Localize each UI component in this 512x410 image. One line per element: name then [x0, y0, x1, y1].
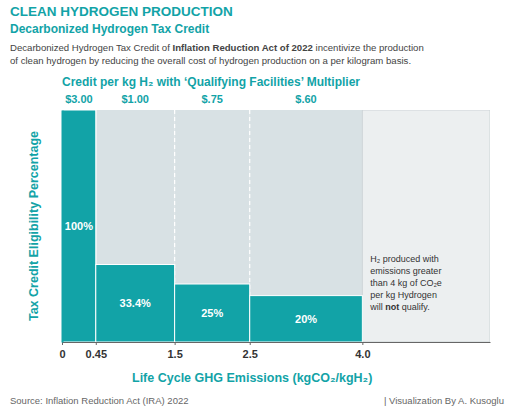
text-emphasis: not [385, 302, 399, 312]
bar [62, 110, 96, 342]
column-background [250, 110, 363, 342]
text-part: will [369, 302, 385, 312]
x-tick: 0.45 [86, 342, 107, 360]
x-tick-label: 4.0 [355, 348, 370, 360]
non-qualifying-region [362, 110, 490, 342]
data-label: 33.4% [120, 297, 151, 309]
annotation: H₂ produced with [370, 254, 439, 264]
x-axis-title: Life Cycle GHG Emissions (kgCO₂/kgH₂) [132, 371, 372, 385]
bar [175, 284, 250, 342]
text-part: incentivize the production [313, 42, 424, 53]
annotation: than 4 kg of CO₂e [370, 278, 442, 288]
credit-label: $.60 [295, 93, 316, 105]
credit-title: Credit per kg H₂ with ‘Qualifying Facili… [62, 75, 360, 89]
y-axis-title: Tax Credit Eligibility Percentage [27, 131, 41, 321]
x-tick-label: 0.45 [86, 348, 107, 360]
annotation: per kg Hydrogen [370, 290, 437, 300]
source: Source: Inflation Reduction Act (IRA) 20… [10, 395, 189, 406]
x-tick-label: 1.5 [167, 348, 182, 360]
column-background [96, 110, 175, 342]
bars [62, 110, 362, 342]
text-emphasis: Inflation Reduction Act of 2022 [172, 42, 312, 53]
bar [250, 296, 363, 342]
chart: CLEAN HYDROGEN PRODUCTION Decarbonized Hy… [0, 0, 512, 410]
annotation: emissions greater [370, 266, 441, 276]
description: of clean hydrogen by reducing the overal… [10, 55, 411, 66]
x-axis: 0 0.45 1.5 2.5 4.0 [59, 342, 490, 360]
annotation: will not qualify. [369, 302, 429, 312]
title: CLEAN HYDROGEN PRODUCTION [10, 4, 233, 19]
x-tick-mark [96, 342, 97, 345]
x-tick-mark [175, 342, 176, 345]
description: Decarbonized Hydrogen Tax Credit of Infl… [10, 42, 424, 53]
text-part: Decarbonized Hydrogen Tax Credit of [10, 42, 172, 53]
credit-label: $.75 [201, 93, 222, 105]
text-part: qualify. [399, 302, 429, 312]
x-tick-label: 0 [59, 348, 65, 360]
credit-label: $1.00 [121, 93, 149, 105]
subtitle: Decarbonized Hydrogen Tax Credit [10, 22, 209, 36]
text-part: than 4 kg of CO₂e [370, 278, 442, 288]
credit-label: $3.00 [65, 93, 93, 105]
x-tick: 4.0 [355, 342, 370, 360]
x-tick: 1.5 [167, 342, 182, 360]
data-label: 20% [295, 313, 317, 325]
x-axis-line [63, 342, 491, 343]
text-part: emissions greater [370, 266, 441, 276]
background [62, 110, 490, 342]
x-tick: 2.5 [243, 342, 258, 360]
text-part: of clean hydrogen by reducing the overal… [10, 55, 411, 66]
y-axis [62, 111, 63, 343]
column-background [175, 110, 250, 342]
x-tick-mark [250, 342, 251, 345]
x-tick-label: 2.5 [243, 348, 258, 360]
data-label: 25% [201, 307, 223, 319]
text-part: per kg Hydrogen [370, 290, 437, 300]
column-background [62, 110, 96, 342]
x-tick: 0 [59, 342, 65, 360]
bar [96, 265, 175, 342]
credit: | Visualization By A. Kusoglu [384, 395, 504, 406]
y-axis-line [62, 111, 64, 343]
x-tick-mark [362, 342, 363, 345]
text-part: H₂ produced with [370, 254, 439, 264]
data-label: 100% [65, 220, 93, 232]
